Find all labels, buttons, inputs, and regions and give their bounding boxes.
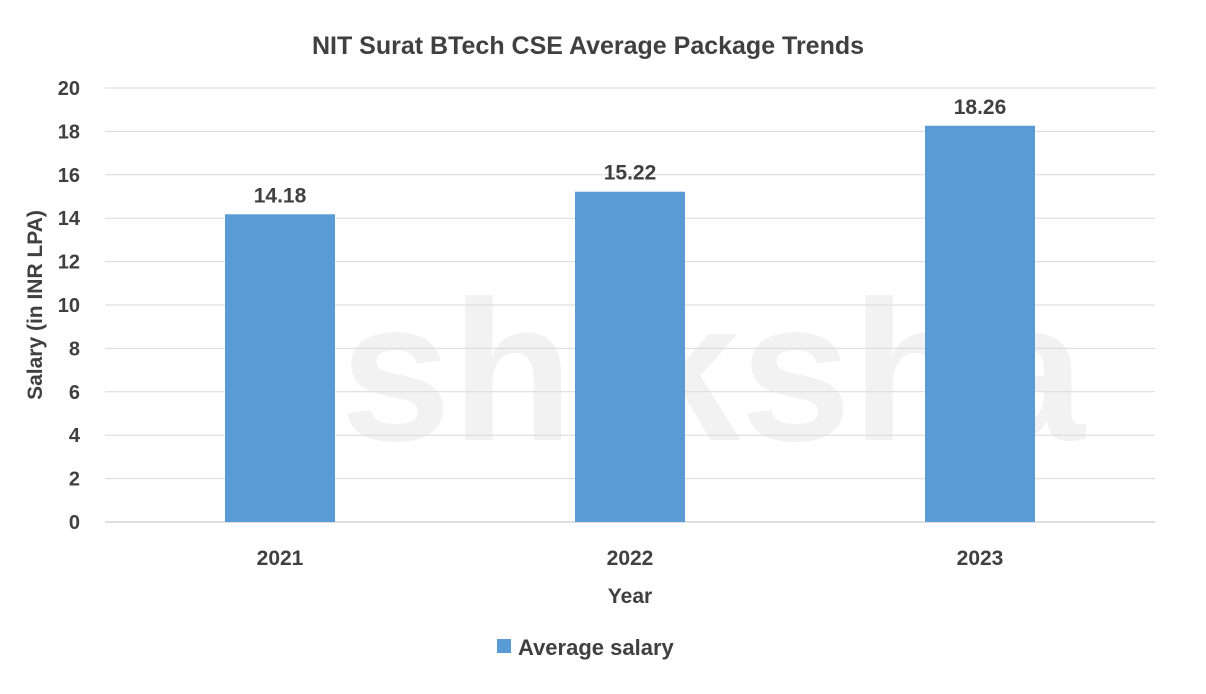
- data-label-2023: 18.26: [954, 96, 1007, 119]
- y-tick-label: 10: [58, 295, 80, 317]
- y-tick-label: 8: [69, 338, 80, 360]
- data-label-2021: 14.18: [254, 184, 307, 207]
- legend: Average salary: [497, 635, 675, 660]
- x-axis-ticks: 2021 2022 2023: [257, 547, 1004, 570]
- bar-2022: [575, 191, 685, 522]
- data-label-2022: 15.22: [604, 162, 657, 185]
- y-tick-label: 6: [69, 382, 80, 404]
- y-tick-label: 0: [69, 512, 80, 534]
- y-tick-label: 12: [58, 252, 80, 274]
- x-tick-label-2023: 2023: [957, 547, 1004, 570]
- legend-label: Average salary: [518, 635, 675, 660]
- x-tick-label-2021: 2021: [257, 547, 304, 570]
- y-axis-ticks: 0 2 4 6 8 10 12 14 16 18 20: [58, 78, 81, 534]
- y-tick-label: 20: [58, 78, 80, 100]
- x-tick-label-2022: 2022: [607, 547, 654, 570]
- y-tick-label: 4: [69, 425, 81, 447]
- legend-swatch: [497, 639, 511, 653]
- bar-2021: [225, 214, 335, 522]
- y-axis-label: Salary (in INR LPA): [24, 210, 47, 400]
- y-tick-label: 14: [58, 208, 81, 230]
- data-labels: 14.18 15.22 18.26: [254, 96, 1007, 208]
- y-tick-label: 18: [58, 121, 80, 143]
- y-tick-label: 2: [69, 469, 80, 491]
- bar-2023: [925, 125, 1035, 523]
- chart-title: NIT Surat BTech CSE Average Package Tren…: [312, 32, 864, 60]
- y-tick-label: 16: [58, 165, 80, 187]
- x-axis-label: Year: [608, 585, 652, 608]
- bars: [225, 125, 1035, 523]
